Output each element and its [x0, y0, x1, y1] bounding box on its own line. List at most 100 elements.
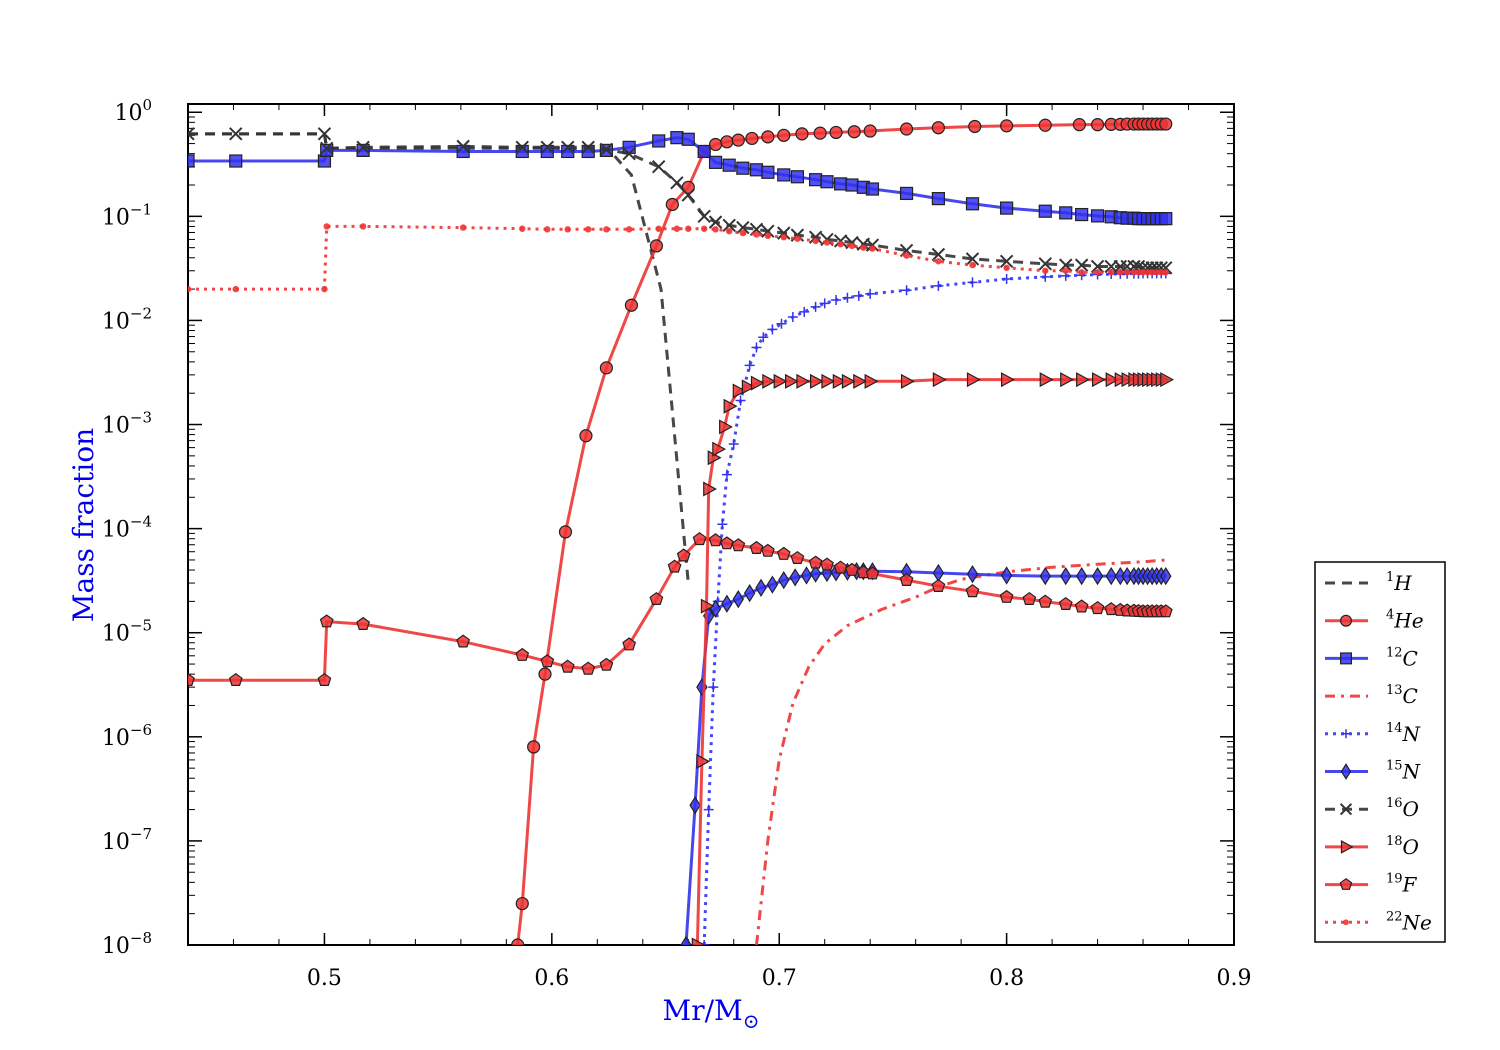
data-point [809, 373, 824, 389]
data-point [762, 373, 777, 389]
data-point [1158, 269, 1165, 276]
data-point [692, 532, 707, 546]
legend-entry: 15N [1325, 759, 1422, 784]
data-point [188, 285, 192, 293]
data-point [708, 155, 723, 169]
data-point [853, 373, 868, 389]
data-point [796, 373, 811, 389]
data-point [703, 481, 717, 497]
data-point [969, 261, 976, 269]
data-point [999, 254, 1014, 268]
data-point [1003, 264, 1010, 272]
legend-label: 13C [1386, 683, 1418, 708]
data-point [649, 239, 664, 253]
legend-entry: 4He [1325, 608, 1424, 633]
data-point [229, 127, 243, 141]
data-point [833, 234, 848, 248]
data-point [670, 131, 684, 145]
data-point [853, 290, 864, 301]
data-point [665, 197, 679, 212]
data-point [1340, 763, 1352, 780]
data-point [456, 634, 471, 648]
data-point [527, 740, 541, 754]
data-point [1038, 594, 1053, 608]
data-point [320, 141, 334, 156]
data-point [708, 682, 719, 693]
data-point [829, 125, 843, 140]
data-point [1339, 803, 1353, 816]
data-point [1159, 212, 1173, 226]
series-He-4 [511, 117, 1173, 945]
data-point [544, 226, 551, 233]
data-point [356, 616, 371, 631]
data-point [708, 215, 723, 229]
data-point [655, 225, 662, 232]
data-point [865, 566, 880, 580]
data-point [732, 590, 744, 609]
data-point [1075, 207, 1089, 222]
data-point [731, 538, 746, 552]
data-point [188, 154, 195, 168]
data-point [697, 144, 711, 159]
data-point [317, 127, 332, 141]
y-tick-label: 10−4 [102, 513, 152, 543]
data-point [708, 137, 723, 152]
data-point [1091, 566, 1104, 586]
data-point [731, 133, 745, 147]
data-point [1123, 269, 1131, 276]
data-point [808, 555, 823, 569]
data-point [965, 197, 980, 211]
data-point [1153, 269, 1160, 276]
data-point [558, 525, 573, 539]
data-point [865, 238, 880, 252]
data-point [229, 154, 243, 168]
data-point [833, 560, 848, 574]
data-point [599, 142, 614, 157]
data-point [1339, 614, 1352, 627]
data-point [812, 237, 819, 245]
data-point [1117, 269, 1124, 276]
data-point [903, 252, 910, 259]
series-O-18 [691, 372, 1175, 945]
data-point [603, 226, 610, 233]
legend-entry: 16O [1325, 796, 1419, 821]
data-point [847, 125, 861, 139]
data-point [965, 584, 980, 598]
data-point [831, 295, 842, 306]
data-point [869, 245, 876, 252]
data-point [1039, 566, 1051, 586]
legend-entry: 13C [1325, 683, 1418, 708]
data-point [1075, 566, 1088, 586]
data-point [743, 584, 756, 603]
y-tick-label: 10−2 [102, 304, 152, 334]
legend-label: 4He [1386, 608, 1424, 633]
data-point [320, 143, 334, 157]
data-point [773, 373, 788, 389]
data-point [1094, 269, 1101, 276]
data-point [808, 230, 823, 244]
data-point [680, 935, 692, 945]
data-point [670, 176, 684, 190]
data-point [767, 324, 778, 335]
legend-entry: 1H [1325, 570, 1412, 595]
data-point [968, 119, 982, 134]
data-point [1000, 201, 1014, 215]
data-point [1090, 600, 1105, 615]
data-point [931, 121, 945, 135]
data-point [1000, 119, 1014, 133]
x-tick-label: 0.8 [989, 966, 1024, 991]
data-point [599, 657, 614, 671]
data-point [745, 131, 759, 146]
data-point [764, 232, 772, 240]
data-point [700, 598, 715, 614]
data-point [1059, 258, 1073, 272]
data-point [188, 672, 195, 687]
data-point [1074, 599, 1089, 613]
x-tick-label: 0.5 [307, 966, 342, 991]
y-tick-label: 10−5 [102, 617, 152, 647]
data-point [538, 667, 552, 681]
data-point [761, 224, 775, 238]
data-point [1062, 267, 1069, 274]
data-point [777, 168, 791, 182]
